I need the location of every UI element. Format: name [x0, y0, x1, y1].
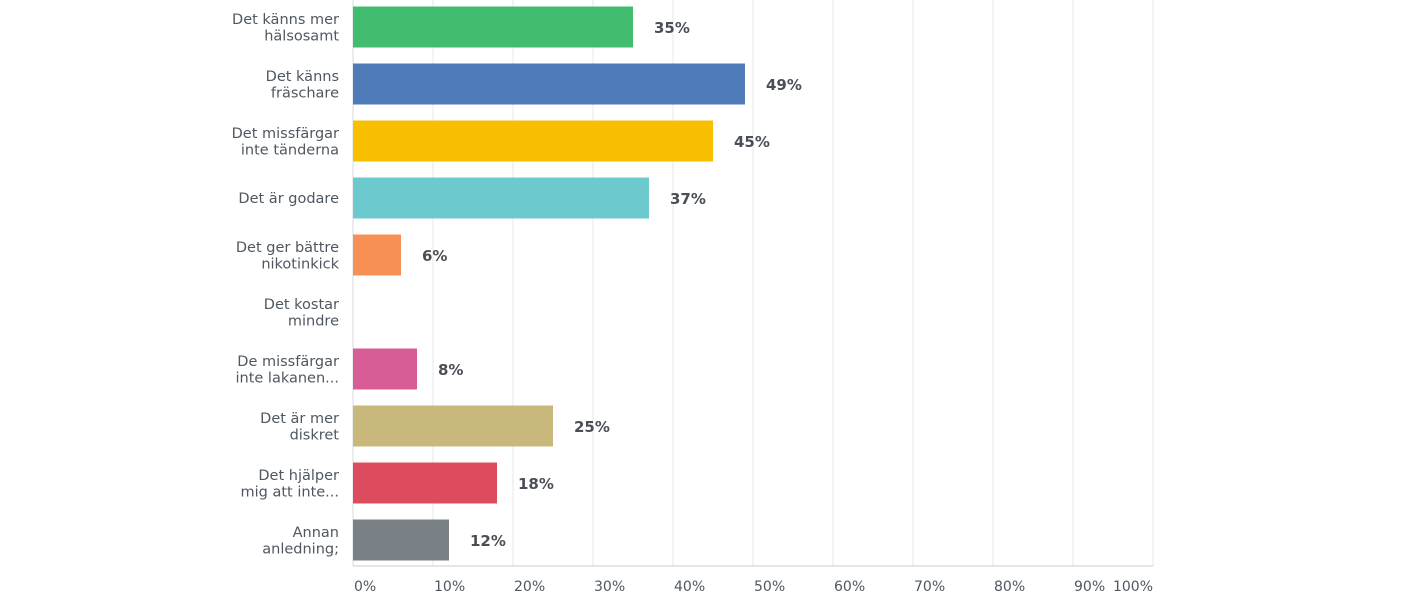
x-tick-label: 60% [834, 579, 865, 595]
bar[interactable] [353, 120, 713, 162]
x-tick-label: 10% [434, 579, 465, 595]
bar[interactable] [353, 462, 497, 504]
category-label: De missfärgar inte lakanen... [235, 354, 339, 387]
category-label: Det ger bättre nikotinkick [236, 240, 340, 273]
x-tick-label: 40% [674, 579, 705, 595]
category-label: Det känns mer hälsosamt [232, 12, 339, 45]
bar[interactable] [353, 348, 417, 390]
category-label: Det är godare [238, 191, 339, 207]
category-label: Det är mer diskret [260, 411, 339, 444]
bar[interactable] [353, 405, 553, 447]
bar[interactable] [353, 177, 649, 219]
bar[interactable] [353, 63, 745, 105]
category-label: Det kostar mindre [264, 297, 339, 330]
value-label: 25% [574, 418, 610, 436]
bar[interactable] [353, 519, 449, 561]
x-tick-label: 70% [914, 579, 945, 595]
x-tick-label: 30% [594, 579, 625, 595]
value-label: 8% [438, 361, 463, 379]
value-label: 18% [518, 475, 554, 493]
category-label: Det hjälper mig att inte... [241, 468, 340, 501]
bar[interactable] [353, 6, 633, 48]
category-label: Annan anledning; [262, 525, 339, 558]
value-label: 6% [422, 247, 447, 265]
x-tick-label: 50% [754, 579, 785, 595]
value-label: 45% [734, 133, 770, 151]
value-label: 49% [766, 76, 802, 94]
x-tick-label: 0% [354, 579, 376, 595]
category-label: Det missfärgar inte tänderna [232, 126, 339, 159]
value-label: 12% [470, 532, 506, 550]
x-tick-label: 100% [1113, 579, 1153, 595]
x-tick-label: 20% [514, 579, 545, 595]
category-label: Det känns fräschare [266, 69, 339, 102]
bar[interactable] [353, 234, 401, 276]
value-label: 35% [654, 19, 690, 37]
value-label: 37% [670, 190, 706, 208]
x-tick-label: 90% [1074, 579, 1105, 595]
x-tick-label: 80% [994, 579, 1025, 595]
